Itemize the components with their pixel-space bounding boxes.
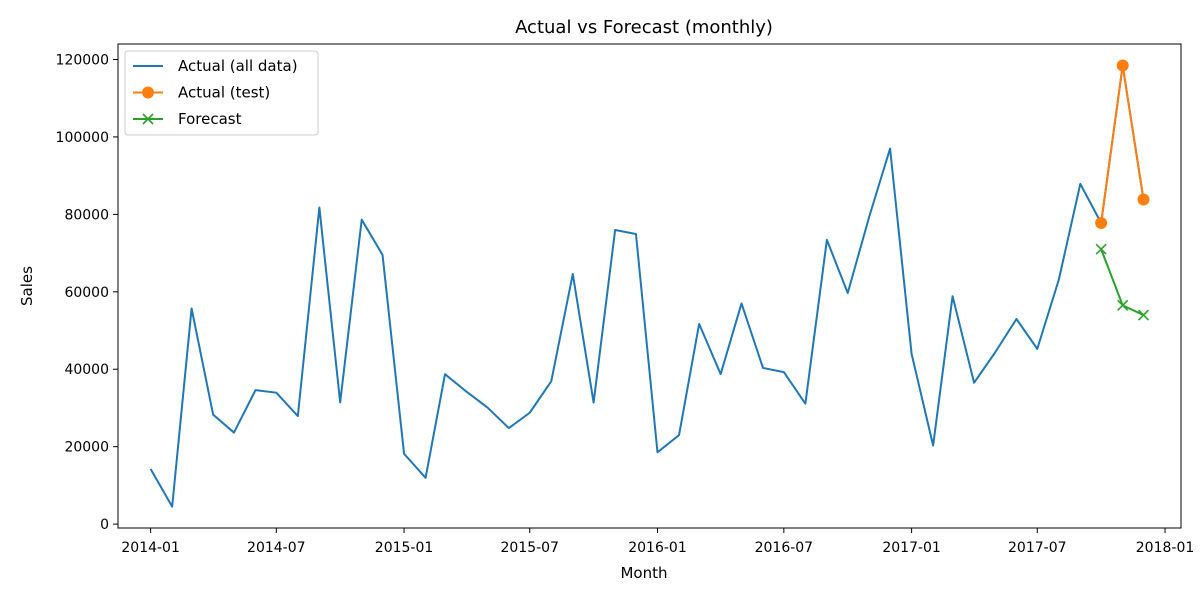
- chart-title: Actual vs Forecast (monthly): [515, 17, 773, 38]
- series-line-0: [149, 64, 1145, 508]
- legend-label: Actual (test): [178, 84, 270, 102]
- y-tick-label: 0: [100, 517, 109, 533]
- x-axis: 2014-01 2014-07 2015-01 2015-07 2016-01 2016-…: [121, 528, 1194, 556]
- y-axis-label: Sales: [18, 266, 36, 306]
- x-tick-label: 2017-07: [1008, 540, 1067, 556]
- y-tick-label: 60000: [64, 285, 109, 301]
- x-tick-label: 2015-07: [500, 540, 559, 556]
- series-1-point: [1137, 193, 1150, 206]
- legend-box: [124, 50, 319, 136]
- series-2-point: [1117, 299, 1129, 311]
- x-axis-label: Month: [620, 564, 667, 582]
- x-tick-label: 2014-07: [247, 540, 306, 556]
- legend-marker: [142, 86, 154, 99]
- x-tick-label: 2017-01: [882, 540, 941, 556]
- series-1-point: [1095, 216, 1108, 229]
- x-tick-label: 2015-01: [375, 540, 434, 556]
- y-tick-label: 40000: [64, 362, 109, 378]
- x-tick-label: 2016-07: [755, 540, 814, 556]
- y-tick-label: 20000: [64, 440, 109, 456]
- y-tick-label: 100000: [56, 130, 109, 146]
- y-tick-label: 120000: [56, 52, 109, 68]
- x-tick-label: 2018-01: [1136, 540, 1195, 556]
- series-layer: [149, 59, 1150, 508]
- series-2-point: [1137, 309, 1150, 321]
- legend-label: Actual (all data): [178, 57, 298, 75]
- x-tick-label: 2016-01: [628, 540, 687, 556]
- legend: Actual (all data) Actual (test) Forecast: [124, 50, 319, 136]
- y-tick-label: 80000: [64, 207, 109, 223]
- series-2-point: [1095, 243, 1107, 255]
- legend-label: Forecast: [178, 110, 242, 128]
- legend-marker: [142, 113, 154, 125]
- y-axis: 0 20000 40000 60000 80000 100000 120000: [56, 52, 118, 533]
- x-tick-label: 2014-01: [121, 540, 180, 556]
- series-1-point: [1116, 59, 1129, 72]
